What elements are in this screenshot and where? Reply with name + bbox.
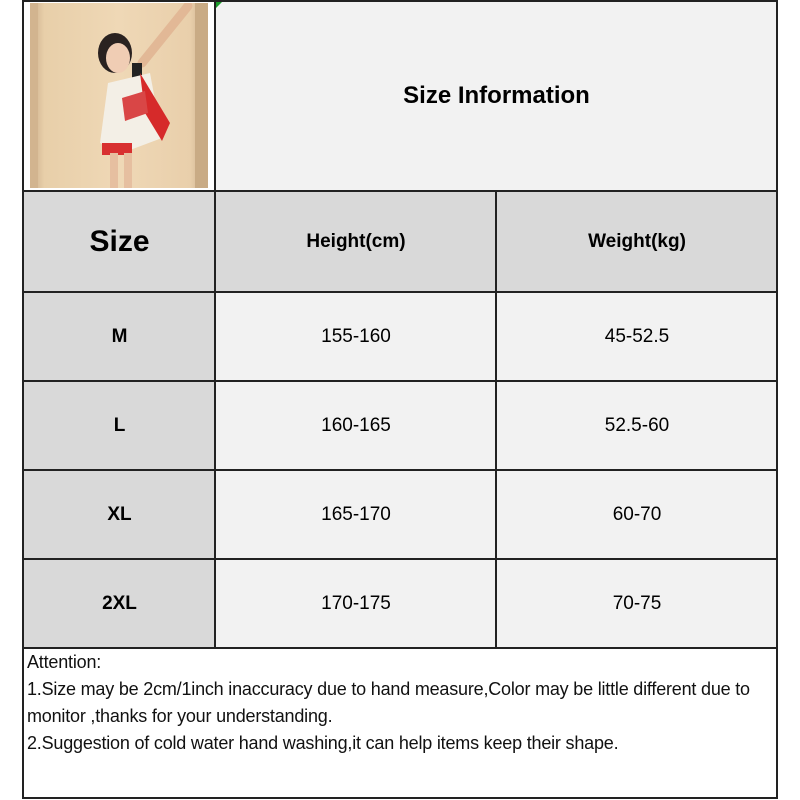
size-cell: M bbox=[24, 293, 215, 380]
height-cell: 165-170 bbox=[216, 471, 496, 558]
size-cell: 2XL bbox=[24, 560, 215, 647]
height-value: 160-165 bbox=[321, 414, 391, 436]
height-cell: 160-165 bbox=[216, 382, 496, 469]
corner-marker-icon bbox=[216, 0, 224, 8]
size-value: 2XL bbox=[102, 592, 137, 614]
model-photo bbox=[30, 3, 208, 188]
attention-notes: Attention: 1.Size may be 2cm/1inch inacc… bbox=[24, 649, 779, 757]
weight-cell: 52.5-60 bbox=[497, 382, 777, 469]
weight-value: 45-52.5 bbox=[604, 325, 670, 347]
header-size: Size bbox=[24, 192, 215, 291]
weight-cell: 60-70 bbox=[497, 471, 777, 558]
size-cell: XL bbox=[24, 471, 215, 558]
notes-line-1: 1.Size may be 2cm/1inch inaccuracy due t… bbox=[27, 679, 750, 726]
notes-heading: Attention: bbox=[27, 652, 102, 672]
weight-value: 52.5-60 bbox=[604, 414, 670, 436]
height-cell: 170-175 bbox=[216, 560, 496, 647]
header-weight: Weight(kg) bbox=[497, 192, 777, 291]
size-value: M bbox=[111, 325, 128, 347]
header-weight-label: Weight(kg) bbox=[588, 230, 686, 252]
page-title: Size Information bbox=[403, 82, 590, 109]
size-cell: L bbox=[24, 382, 215, 469]
size-value: XL bbox=[107, 503, 132, 525]
header-size-label: Size bbox=[89, 224, 150, 258]
weight-value: 60-70 bbox=[612, 503, 662, 525]
height-cell: 155-160 bbox=[216, 293, 496, 380]
header-height-label: Height(cm) bbox=[306, 230, 406, 252]
weight-cell: 45-52.5 bbox=[497, 293, 777, 380]
title-cell: Size Information bbox=[216, 2, 777, 190]
weight-value: 70-75 bbox=[612, 592, 662, 614]
height-value: 165-170 bbox=[321, 503, 391, 525]
notes-line-2: 2.Suggestion of cold water hand washing,… bbox=[27, 733, 619, 753]
height-value: 155-160 bbox=[321, 325, 391, 347]
height-value: 170-175 bbox=[321, 592, 391, 614]
header-height: Height(cm) bbox=[216, 192, 496, 291]
model-photo-illustration bbox=[30, 3, 208, 188]
size-value: L bbox=[113, 414, 126, 436]
weight-cell: 70-75 bbox=[497, 560, 777, 647]
